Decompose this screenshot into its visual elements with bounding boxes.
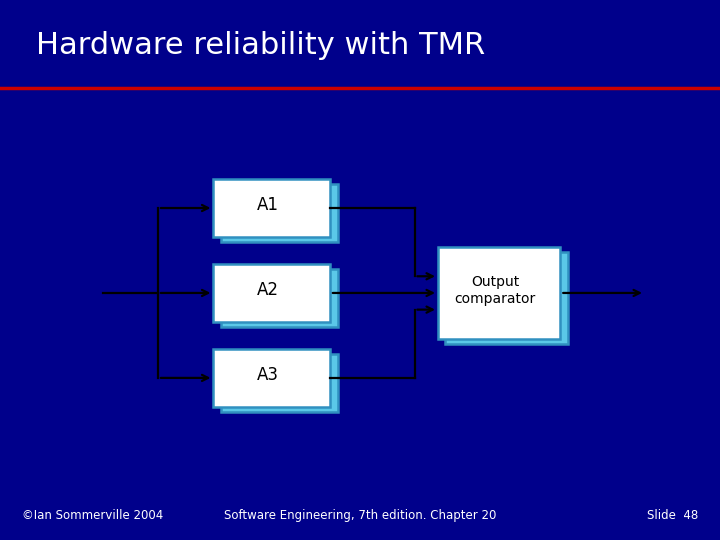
Bar [446, 252, 568, 345]
Text: Software Engineering, 7th edition. Chapter 20: Software Engineering, 7th edition. Chapt… [224, 509, 496, 522]
Bar [438, 247, 560, 339]
Bar [221, 184, 338, 242]
Text: Hardware reliability with TMR: Hardware reliability with TMR [36, 31, 485, 60]
Bar [221, 269, 338, 327]
Text: A3: A3 [257, 366, 279, 384]
Bar [213, 264, 330, 322]
Text: Output
comparator: Output comparator [455, 275, 536, 306]
Bar [221, 354, 338, 412]
Text: A2: A2 [257, 281, 279, 300]
Text: Slide  48: Slide 48 [647, 509, 698, 522]
Bar [213, 349, 330, 407]
Text: ©Ian Sommerville 2004: ©Ian Sommerville 2004 [22, 509, 163, 522]
Text: A1: A1 [257, 197, 279, 214]
Bar [213, 179, 330, 237]
